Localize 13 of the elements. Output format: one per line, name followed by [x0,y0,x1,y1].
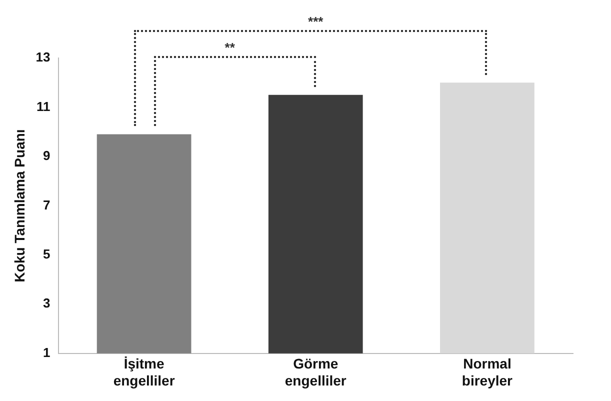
y-tick-label: 5 [43,246,50,262]
y-tick-label: 7 [43,197,50,212]
x-tick-label: İşitme engelliler [113,356,176,388]
x-tick-label: Görme engelliler [284,356,347,388]
y-axis-title: Koku Tanımlama Puanı [11,129,28,282]
y-tick-label: 11 [36,98,50,114]
y-tick-label: 9 [43,148,50,164]
x-tick-label: Normal bireyler [462,356,514,388]
text: ** [224,40,236,55]
y-tick-label: 3 [43,296,50,311]
y-tick-label: 13 [36,50,50,65]
y-tick-label: 1 [43,344,50,360]
text: *** [308,14,324,29]
